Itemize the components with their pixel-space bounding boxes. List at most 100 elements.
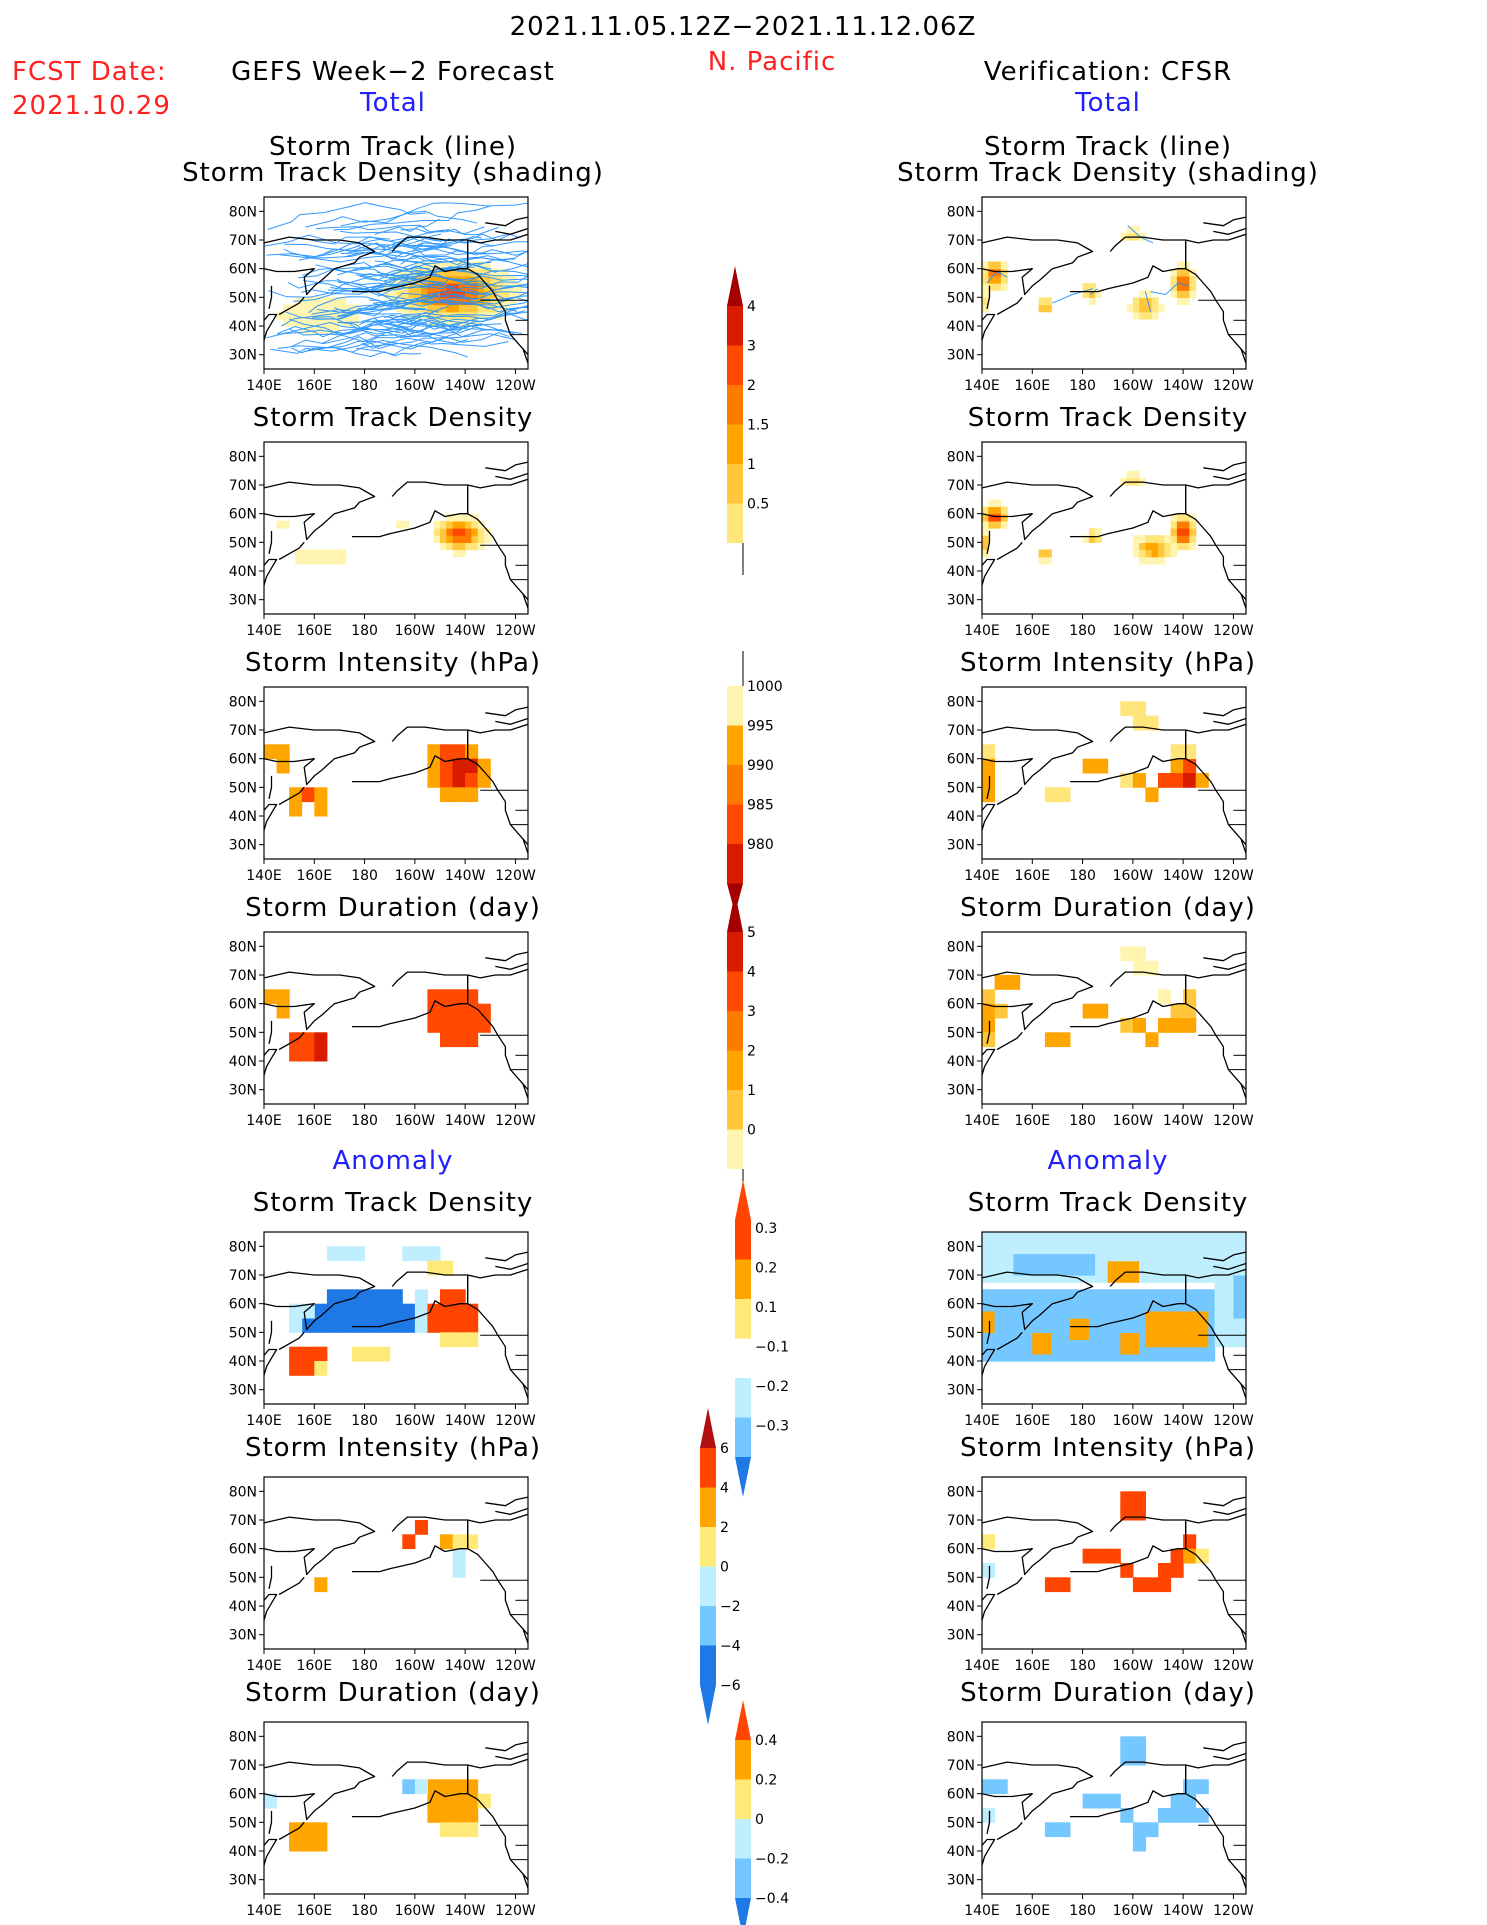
density-cell [502, 268, 510, 277]
lon-tick-label: 140E [964, 1413, 1000, 1429]
lon-tick-label: 140E [246, 378, 282, 394]
lat-tick-label: 70N [947, 1758, 975, 1774]
density-cell [1170, 268, 1178, 277]
anomaly-cell [988, 1303, 996, 1312]
grid-cell [1132, 960, 1146, 976]
anomaly-cell [988, 1275, 996, 1283]
density-cell [458, 268, 466, 277]
density-cell [326, 549, 334, 558]
panel-title-vf-duration: Storm Duration (day) [960, 893, 1256, 923]
anomaly-cell [1164, 1296, 1172, 1305]
grid-cell [314, 1346, 328, 1362]
density-cell [484, 261, 491, 270]
storm-track-line [267, 202, 426, 230]
density-cell [1082, 290, 1090, 298]
density-cell [982, 283, 989, 291]
coastline-asia [264, 1516, 376, 1576]
density-cell [446, 268, 454, 277]
density-cell [471, 528, 479, 536]
anomaly-cell [1019, 1303, 1027, 1312]
anomaly-cell [1132, 1232, 1140, 1240]
anomaly-cell [1070, 1267, 1077, 1276]
lat-tick-label: 70N [229, 233, 257, 249]
density-cell [465, 275, 472, 284]
grid-cell [301, 1046, 315, 1062]
anomaly-cell [1051, 1353, 1058, 1362]
lat-tick-label: 30N [947, 593, 975, 609]
island-chain-kuril [278, 296, 305, 316]
anomaly-cell [1082, 1339, 1090, 1348]
map-background [264, 1477, 528, 1649]
density-cell [1132, 311, 1140, 320]
density-cell [1170, 528, 1178, 536]
anomaly-cell [1239, 1318, 1246, 1326]
grid-cell [339, 1318, 353, 1333]
anomaly-cell [1126, 1353, 1134, 1362]
grid-cell [452, 1808, 466, 1823]
anomaly-cell [1044, 1296, 1052, 1305]
coastline-arctic-islands [1213, 1752, 1246, 1760]
storm-track-line [356, 341, 509, 356]
colorbar-tick-label: 0.4 [755, 1733, 777, 1749]
anomaly-cell [1107, 1260, 1115, 1269]
anomaly-cell [1220, 1339, 1228, 1348]
anomaly-cell [1051, 1289, 1058, 1298]
grid-cell [1170, 1563, 1184, 1578]
anomaly-cell [1057, 1289, 1065, 1298]
density-cell [433, 318, 441, 327]
density-cell [308, 304, 315, 313]
density-cell [982, 261, 989, 270]
density-cell [446, 304, 454, 313]
anomaly-cell [1007, 1239, 1014, 1247]
density-cell [477, 528, 485, 536]
anomaly-cell [1107, 1310, 1115, 1319]
density-cell [1151, 311, 1159, 320]
lat-tick-label: 70N [229, 968, 257, 984]
coastline-arctic-islands [495, 227, 528, 235]
density-cell [515, 290, 523, 298]
storm-track-line [340, 202, 491, 227]
grid-cell [1170, 1808, 1184, 1823]
coastline-arctic-islands [1213, 1507, 1246, 1515]
anomaly-cell [1208, 1339, 1216, 1348]
lon-tick-label: 120W [495, 378, 536, 394]
map-background [982, 442, 1246, 614]
anomaly-cell [1007, 1289, 1014, 1298]
anomaly-cell [1070, 1318, 1077, 1326]
grid-cell [982, 1563, 996, 1578]
anomaly-cell [994, 1246, 1002, 1255]
density-cell [477, 268, 485, 277]
anomaly-cell [1151, 1260, 1159, 1269]
lat-tick-label: 50N [947, 1815, 975, 1831]
anomaly-cell [1126, 1289, 1134, 1298]
density-cell [471, 283, 479, 291]
anomaly-cell [1158, 1353, 1165, 1362]
grid-cell [276, 744, 290, 760]
grid-cell [301, 1032, 315, 1048]
density-cell [289, 311, 296, 320]
anomaly-cell [982, 1339, 989, 1348]
anomaly-cell [1101, 1232, 1109, 1240]
density-cell [496, 283, 504, 291]
anomaly-cell [1164, 1325, 1172, 1333]
lon-tick-label: 140W [445, 378, 486, 394]
anomaly-cell [1126, 1260, 1134, 1269]
panel-title-fc-track-line: Storm Track (line) [269, 132, 517, 162]
anomaly-cell [1013, 1253, 1021, 1262]
density-cell [1044, 556, 1052, 565]
anomaly-cell [1026, 1353, 1033, 1362]
storm-track-line [339, 229, 450, 238]
density-cell [383, 283, 391, 291]
storm-track-line [402, 228, 528, 243]
anomaly-cell [1214, 1318, 1222, 1326]
grid-cell [1170, 1018, 1184, 1033]
coastline-north-america [1185, 758, 1246, 846]
coastline-baja [522, 348, 528, 364]
lon-tick-label: 140W [1163, 868, 1204, 884]
anomaly-cell [1076, 1253, 1084, 1262]
density-cell [982, 528, 989, 536]
island-chain-kuril [278, 786, 305, 806]
anomaly-cell [1158, 1267, 1165, 1276]
anomaly-cell [1126, 1246, 1134, 1255]
